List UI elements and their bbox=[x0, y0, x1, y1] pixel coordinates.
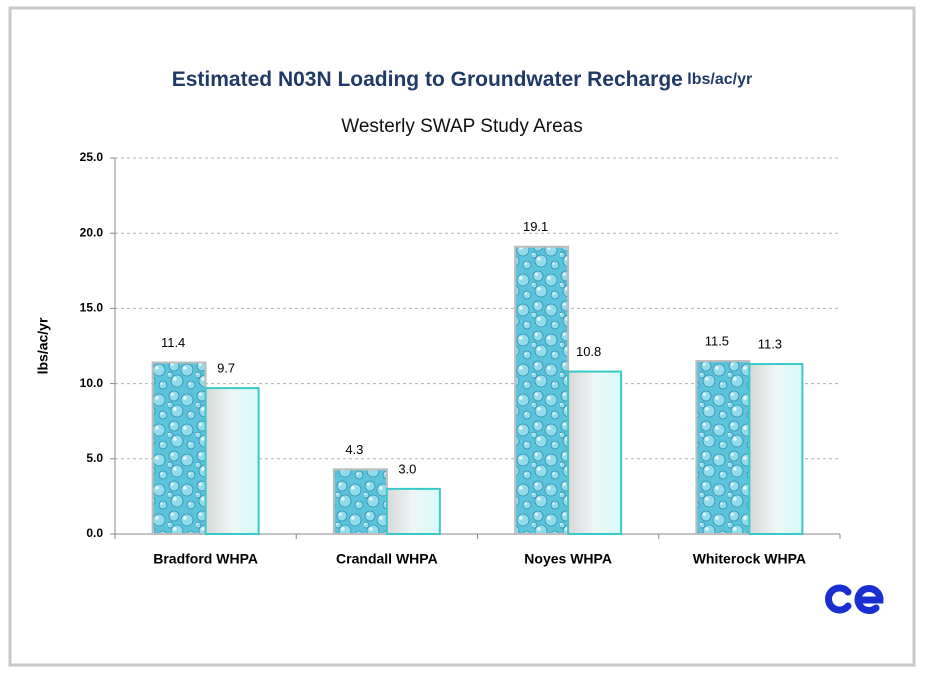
x-tick-label: Noyes WHPA bbox=[524, 551, 612, 567]
data-label: 11.4 bbox=[161, 335, 185, 350]
data-label: 3.0 bbox=[398, 461, 416, 476]
x-tick-label: Bradford WHPA bbox=[153, 551, 258, 567]
bar bbox=[748, 363, 804, 535]
bar bbox=[151, 361, 207, 535]
y-tick-label: 15.0 bbox=[80, 301, 104, 315]
title-units: lbs/ac/yr bbox=[687, 71, 752, 88]
bar bbox=[567, 370, 623, 535]
data-label: 4.3 bbox=[345, 442, 363, 457]
y-tick-label: 5.0 bbox=[86, 451, 103, 465]
logo bbox=[825, 584, 884, 614]
data-label: 19.1 bbox=[523, 219, 548, 234]
x-tick-label: Crandall WHPA bbox=[336, 551, 438, 567]
bar bbox=[695, 360, 751, 536]
y-tick-label: 25.0 bbox=[80, 150, 104, 164]
bar bbox=[514, 245, 570, 535]
y-axis-label: lbs/ac/yr bbox=[35, 317, 51, 374]
data-label: 11.3 bbox=[758, 336, 782, 351]
y-tick-label: 20.0 bbox=[80, 225, 104, 239]
chart-title: Estimated N03N Loading to Groundwater Re… bbox=[172, 68, 752, 91]
y-tick-label: 0.0 bbox=[86, 526, 103, 540]
bar bbox=[385, 487, 441, 536]
title-main: Estimated N03N Loading to Groundwater Re… bbox=[172, 68, 683, 91]
x-tick-label: Whiterock WHPA bbox=[693, 551, 806, 567]
data-label: 10.8 bbox=[576, 344, 601, 359]
chart-subtitle: Westerly SWAP Study Areas bbox=[341, 116, 582, 137]
frame bbox=[8, 6, 916, 667]
data-label: 9.7 bbox=[217, 361, 235, 376]
bar bbox=[204, 387, 260, 535]
data-label: 11.5 bbox=[705, 333, 729, 348]
y-tick-label: 10.0 bbox=[80, 376, 104, 390]
bar bbox=[332, 468, 388, 535]
